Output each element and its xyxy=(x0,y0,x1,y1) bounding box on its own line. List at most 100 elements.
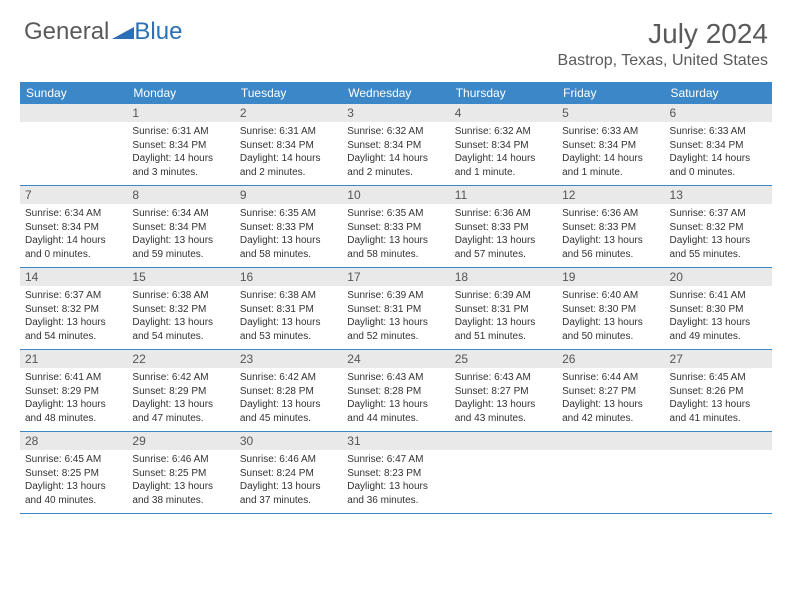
day-content: Sunrise: 6:33 AMSunset: 8:34 PMDaylight:… xyxy=(665,122,772,185)
day-content: Sunrise: 6:34 AMSunset: 8:34 PMDaylight:… xyxy=(20,204,127,267)
day-number: 10 xyxy=(342,186,449,204)
day-content: Sunrise: 6:47 AMSunset: 8:23 PMDaylight:… xyxy=(342,450,449,513)
sunrise-text: Sunrise: 6:46 AM xyxy=(240,453,337,467)
day-content: Sunrise: 6:46 AMSunset: 8:25 PMDaylight:… xyxy=(127,450,234,513)
day-number: 29 xyxy=(127,432,234,450)
day-cell: 12Sunrise: 6:36 AMSunset: 8:33 PMDayligh… xyxy=(557,186,664,268)
sunset-text: Sunset: 8:24 PM xyxy=(240,467,337,481)
title-area: July 2024 Bastrop, Texas, United States xyxy=(558,18,768,70)
day-content: Sunrise: 6:46 AMSunset: 8:24 PMDaylight:… xyxy=(235,450,342,513)
sunset-text: Sunset: 8:26 PM xyxy=(670,385,767,399)
day-number: 13 xyxy=(665,186,772,204)
sunset-text: Sunset: 8:25 PM xyxy=(25,467,122,481)
day-number: 21 xyxy=(20,350,127,368)
day-cell: 2Sunrise: 6:31 AMSunset: 8:34 PMDaylight… xyxy=(235,104,342,186)
sunrise-text: Sunrise: 6:35 AM xyxy=(347,207,444,221)
logo: General Blue xyxy=(24,18,182,46)
sunset-text: Sunset: 8:25 PM xyxy=(132,467,229,481)
day-number: 17 xyxy=(342,268,449,286)
day-number: 16 xyxy=(235,268,342,286)
daylight-text: Daylight: 13 hours and 53 minutes. xyxy=(240,316,337,343)
day-number: 15 xyxy=(127,268,234,286)
sunset-text: Sunset: 8:34 PM xyxy=(132,221,229,235)
day-content: Sunrise: 6:32 AMSunset: 8:34 PMDaylight:… xyxy=(342,122,449,185)
daylight-text: Daylight: 13 hours and 58 minutes. xyxy=(347,234,444,261)
day-number: 14 xyxy=(20,268,127,286)
sunrise-text: Sunrise: 6:43 AM xyxy=(455,371,552,385)
day-number xyxy=(20,104,127,122)
day-cell: 25Sunrise: 6:43 AMSunset: 8:27 PMDayligh… xyxy=(450,350,557,432)
day-cell: 19Sunrise: 6:40 AMSunset: 8:30 PMDayligh… xyxy=(557,268,664,350)
sunrise-text: Sunrise: 6:42 AM xyxy=(132,371,229,385)
sunrise-text: Sunrise: 6:39 AM xyxy=(455,289,552,303)
calendar-table: SundayMondayTuesdayWednesdayThursdayFrid… xyxy=(20,82,772,514)
weekday-header-row: SundayMondayTuesdayWednesdayThursdayFrid… xyxy=(20,82,772,104)
day-number xyxy=(450,432,557,450)
day-cell: 7Sunrise: 6:34 AMSunset: 8:34 PMDaylight… xyxy=(20,186,127,268)
daylight-text: Daylight: 14 hours and 0 minutes. xyxy=(25,234,122,261)
day-content: Sunrise: 6:41 AMSunset: 8:29 PMDaylight:… xyxy=(20,368,127,431)
daylight-text: Daylight: 13 hours and 42 minutes. xyxy=(562,398,659,425)
sunset-text: Sunset: 8:27 PM xyxy=(562,385,659,399)
sunrise-text: Sunrise: 6:43 AM xyxy=(347,371,444,385)
weekday-header-cell: Wednesday xyxy=(342,82,449,104)
day-cell: 23Sunrise: 6:42 AMSunset: 8:28 PMDayligh… xyxy=(235,350,342,432)
daylight-text: Daylight: 13 hours and 51 minutes. xyxy=(455,316,552,343)
daylight-text: Daylight: 13 hours and 56 minutes. xyxy=(562,234,659,261)
day-cell: 10Sunrise: 6:35 AMSunset: 8:33 PMDayligh… xyxy=(342,186,449,268)
sunset-text: Sunset: 8:34 PM xyxy=(240,139,337,153)
day-content xyxy=(665,450,772,508)
day-cell: 15Sunrise: 6:38 AMSunset: 8:32 PMDayligh… xyxy=(127,268,234,350)
day-content: Sunrise: 6:45 AMSunset: 8:26 PMDaylight:… xyxy=(665,368,772,431)
sunrise-text: Sunrise: 6:39 AM xyxy=(347,289,444,303)
day-cell xyxy=(665,432,772,514)
day-cell: 20Sunrise: 6:41 AMSunset: 8:30 PMDayligh… xyxy=(665,268,772,350)
day-cell: 6Sunrise: 6:33 AMSunset: 8:34 PMDaylight… xyxy=(665,104,772,186)
daylight-text: Daylight: 13 hours and 55 minutes. xyxy=(670,234,767,261)
weekday-header-cell: Monday xyxy=(127,82,234,104)
sunrise-text: Sunrise: 6:45 AM xyxy=(25,453,122,467)
day-cell: 17Sunrise: 6:39 AMSunset: 8:31 PMDayligh… xyxy=(342,268,449,350)
day-content: Sunrise: 6:36 AMSunset: 8:33 PMDaylight:… xyxy=(557,204,664,267)
day-cell: 8Sunrise: 6:34 AMSunset: 8:34 PMDaylight… xyxy=(127,186,234,268)
day-content: Sunrise: 6:43 AMSunset: 8:28 PMDaylight:… xyxy=(342,368,449,431)
logo-text-general: General xyxy=(24,18,109,46)
day-number: 8 xyxy=(127,186,234,204)
sunrise-text: Sunrise: 6:47 AM xyxy=(347,453,444,467)
daylight-text: Daylight: 13 hours and 44 minutes. xyxy=(347,398,444,425)
day-content: Sunrise: 6:34 AMSunset: 8:34 PMDaylight:… xyxy=(127,204,234,267)
sunrise-text: Sunrise: 6:40 AM xyxy=(562,289,659,303)
sunset-text: Sunset: 8:34 PM xyxy=(347,139,444,153)
day-cell xyxy=(557,432,664,514)
daylight-text: Daylight: 14 hours and 1 minute. xyxy=(455,152,552,179)
sunset-text: Sunset: 8:30 PM xyxy=(562,303,659,317)
sunset-text: Sunset: 8:28 PM xyxy=(240,385,337,399)
day-number: 4 xyxy=(450,104,557,122)
sunrise-text: Sunrise: 6:35 AM xyxy=(240,207,337,221)
day-number: 12 xyxy=(557,186,664,204)
week-row: 1Sunrise: 6:31 AMSunset: 8:34 PMDaylight… xyxy=(20,104,772,186)
day-content xyxy=(450,450,557,508)
sunrise-text: Sunrise: 6:36 AM xyxy=(562,207,659,221)
day-cell: 18Sunrise: 6:39 AMSunset: 8:31 PMDayligh… xyxy=(450,268,557,350)
day-number: 24 xyxy=(342,350,449,368)
day-cell: 22Sunrise: 6:42 AMSunset: 8:29 PMDayligh… xyxy=(127,350,234,432)
day-cell: 28Sunrise: 6:45 AMSunset: 8:25 PMDayligh… xyxy=(20,432,127,514)
sunset-text: Sunset: 8:29 PM xyxy=(132,385,229,399)
day-content: Sunrise: 6:36 AMSunset: 8:33 PMDaylight:… xyxy=(450,204,557,267)
sunrise-text: Sunrise: 6:31 AM xyxy=(240,125,337,139)
sunrise-text: Sunrise: 6:45 AM xyxy=(670,371,767,385)
daylight-text: Daylight: 13 hours and 36 minutes. xyxy=(347,480,444,507)
sunrise-text: Sunrise: 6:32 AM xyxy=(455,125,552,139)
daylight-text: Daylight: 13 hours and 49 minutes. xyxy=(670,316,767,343)
day-cell: 24Sunrise: 6:43 AMSunset: 8:28 PMDayligh… xyxy=(342,350,449,432)
sunrise-text: Sunrise: 6:37 AM xyxy=(670,207,767,221)
day-number: 20 xyxy=(665,268,772,286)
day-cell: 13Sunrise: 6:37 AMSunset: 8:32 PMDayligh… xyxy=(665,186,772,268)
day-cell: 5Sunrise: 6:33 AMSunset: 8:34 PMDaylight… xyxy=(557,104,664,186)
day-content: Sunrise: 6:31 AMSunset: 8:34 PMDaylight:… xyxy=(235,122,342,185)
sunset-text: Sunset: 8:34 PM xyxy=(455,139,552,153)
logo-text-blue: Blue xyxy=(134,18,182,46)
day-number: 11 xyxy=(450,186,557,204)
sunrise-text: Sunrise: 6:31 AM xyxy=(132,125,229,139)
